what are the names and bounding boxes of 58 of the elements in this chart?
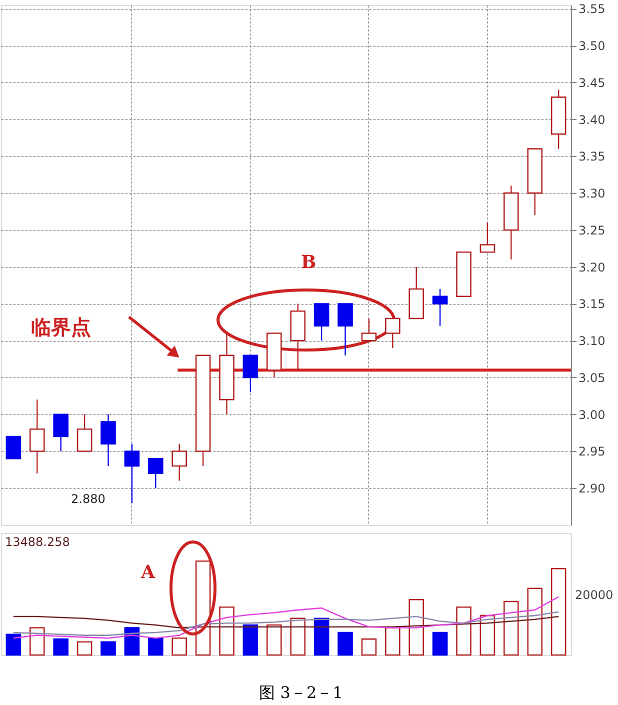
bar — [338, 632, 353, 656]
candlestick — [148, 458, 164, 489]
text: 13488.258 — [5, 535, 70, 549]
bar — [361, 638, 377, 656]
candlestick — [314, 303, 330, 342]
candlestick — [29, 399, 45, 474]
candlestick — [361, 318, 377, 342]
annotation: 临界点 — [31, 315, 91, 339]
y-tick-label: 3.45 — [578, 76, 606, 90]
annotation: 2.880 — [71, 492, 106, 506]
y-tick-label: 3.55 — [578, 2, 606, 16]
candlestick — [172, 443, 187, 482]
annotation: A — [140, 562, 156, 583]
y-tick-label: 2.95 — [578, 444, 606, 459]
text: 20000 — [575, 588, 614, 602]
candlestick — [338, 303, 353, 356]
candlestick — [100, 414, 116, 467]
y-tick-label: 2.90 — [578, 482, 606, 496]
bar — [6, 634, 22, 656]
bar — [527, 588, 543, 656]
bar — [432, 632, 448, 656]
bar — [148, 637, 164, 656]
bar — [385, 627, 400, 656]
bar — [100, 641, 116, 656]
bar — [29, 627, 45, 656]
candlestick — [124, 443, 140, 504]
candlestick — [6, 436, 22, 460]
bar — [266, 624, 282, 656]
bar — [550, 568, 566, 656]
bar — [195, 560, 211, 656]
bar — [219, 606, 234, 656]
y-tick-label: 3.50 — [578, 39, 606, 54]
bar — [172, 637, 187, 656]
candlestick — [432, 288, 448, 326]
bar — [408, 598, 424, 656]
y-tick-label: 3.05 — [578, 370, 606, 385]
bar — [53, 638, 68, 656]
candlestick — [385, 318, 400, 349]
caption: 图 3－2－1 — [259, 683, 343, 702]
candlestick — [53, 414, 68, 452]
bar — [290, 618, 306, 656]
bar — [456, 606, 472, 656]
y-tick-label: 3.25 — [578, 223, 606, 238]
y-tick-label: 3.15 — [578, 297, 606, 312]
y-tick-label: 3.10 — [578, 334, 606, 348]
bar — [242, 624, 258, 656]
y-tick-label: 3.40 — [578, 112, 606, 127]
bar — [314, 618, 330, 656]
y-tick-label: 3.35 — [578, 150, 606, 164]
candlestick — [76, 414, 92, 452]
annotation: B — [301, 252, 316, 273]
candlestick — [480, 222, 496, 253]
bar — [76, 641, 92, 656]
y-tick-label: 3.30 — [578, 186, 606, 201]
bar — [504, 600, 519, 656]
y-tick-label: 3.20 — [578, 260, 606, 274]
candlestick — [242, 354, 258, 393]
y-tick-label: 3.00 — [578, 408, 606, 422]
